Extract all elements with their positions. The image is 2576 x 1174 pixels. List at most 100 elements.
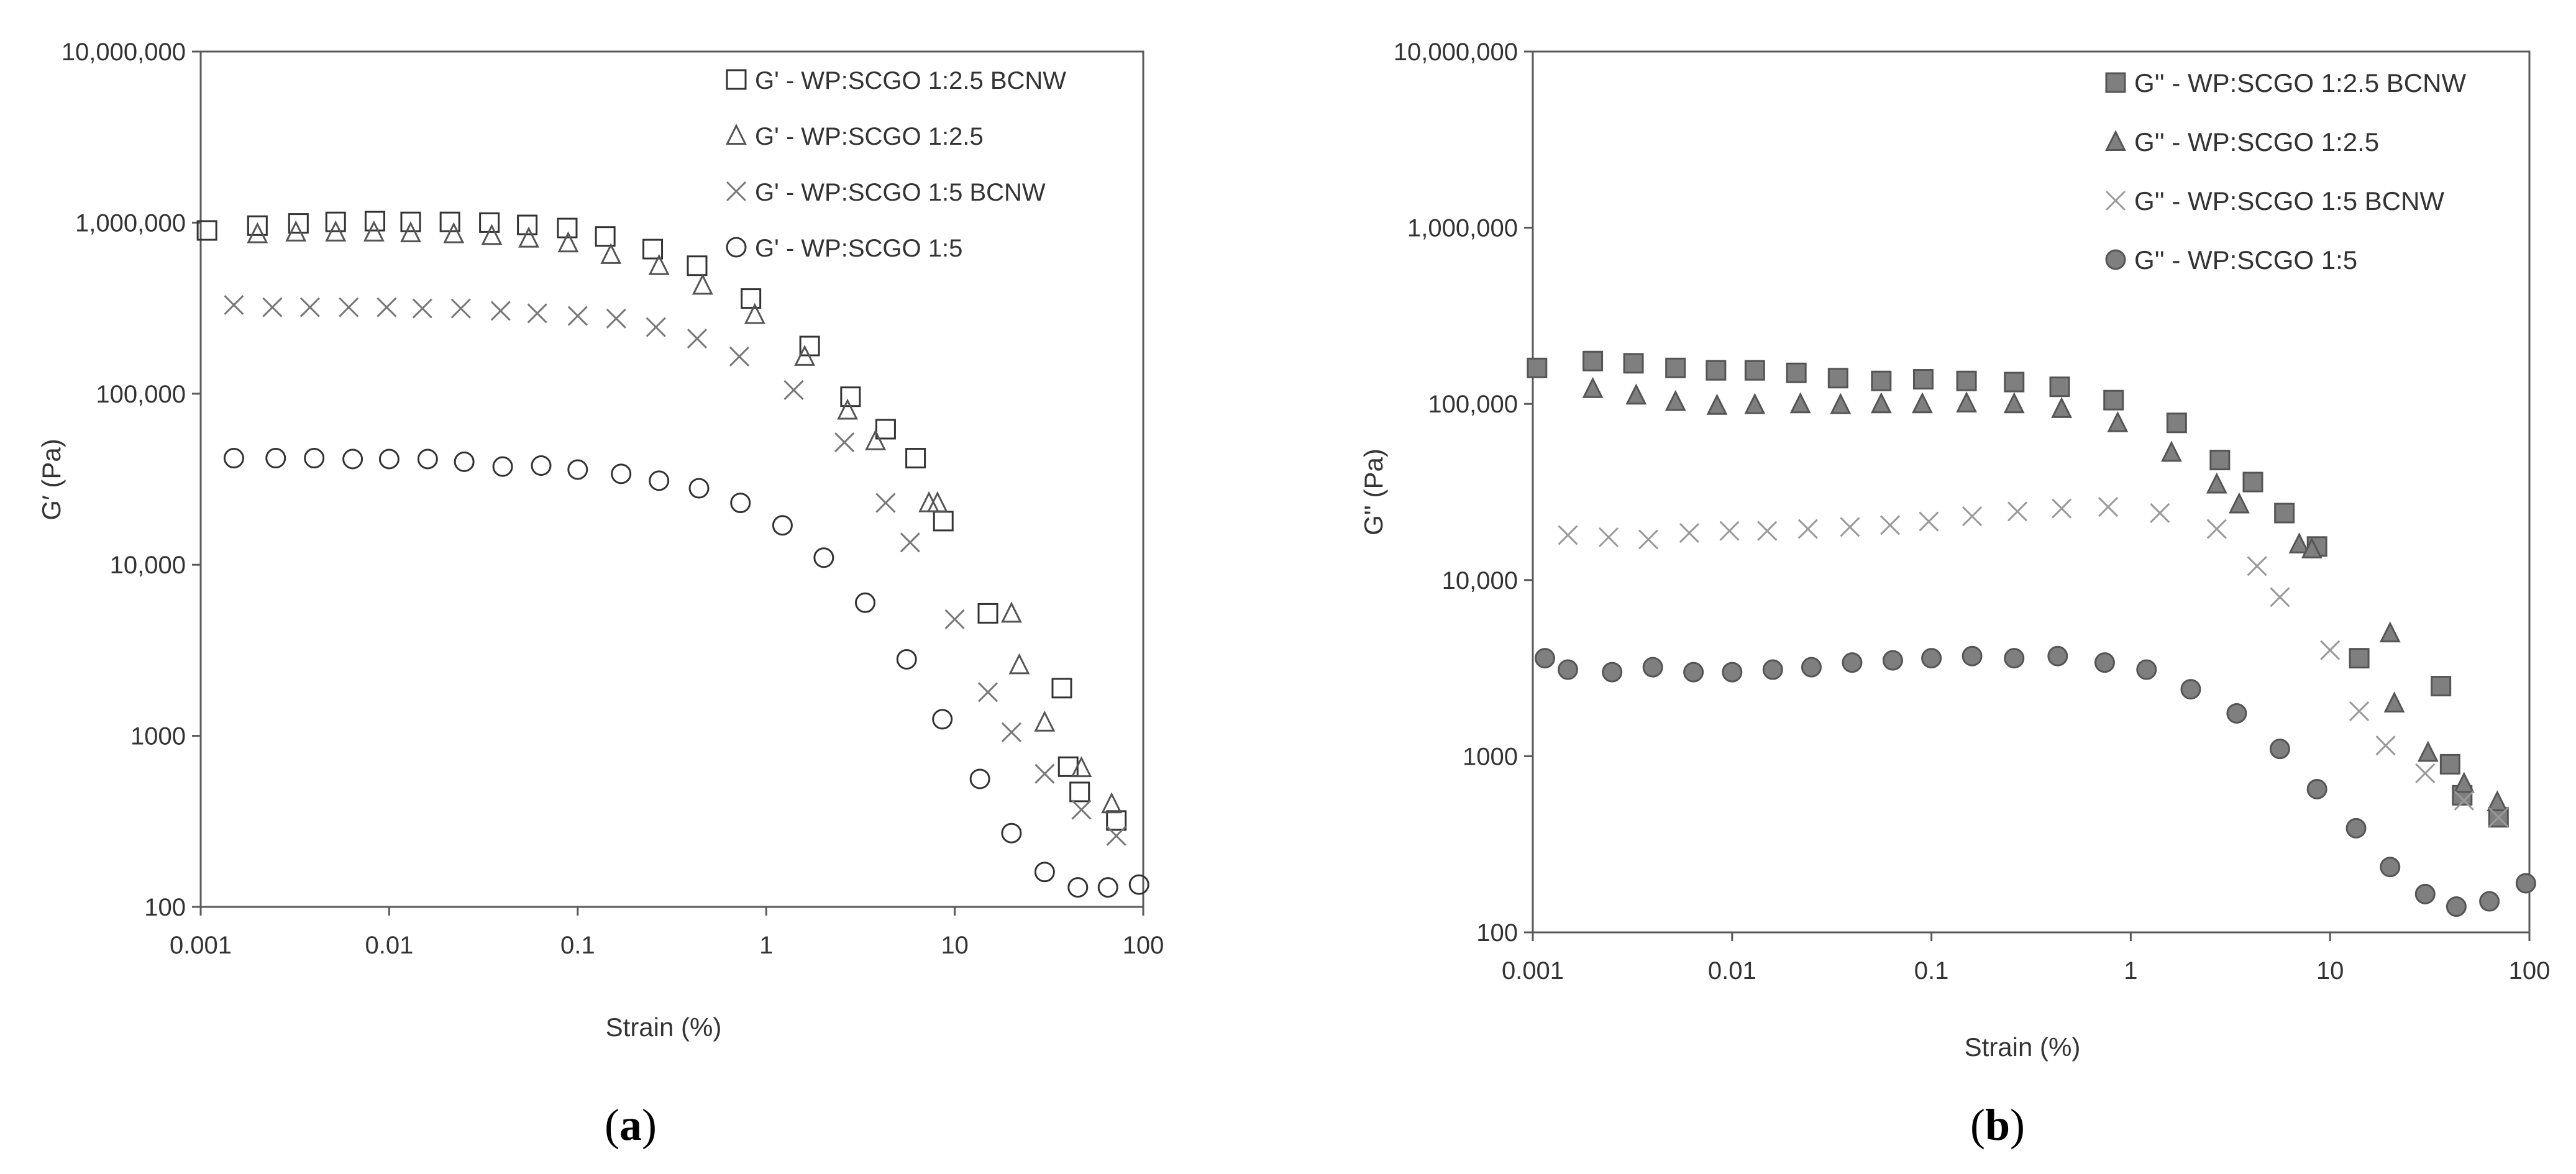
legend-marker-2 [726, 124, 747, 145]
data-point-series-1 [687, 255, 708, 276]
data-point-series-3 [412, 298, 432, 319]
data-point-series-4 [1557, 659, 1578, 680]
data-point-series-4 [531, 455, 552, 476]
data-point-series-3 [2247, 556, 2267, 576]
data-point-series-4 [688, 478, 710, 499]
data-markers [1527, 350, 2536, 917]
data-point-series-1 [642, 239, 664, 260]
data-point-series-4 [2004, 648, 2025, 669]
data-point-series-3 [224, 294, 244, 316]
data-point-series-1 [1051, 678, 1072, 699]
legend-entry-3: G' - WP:SCGO 1:5 BCNW [755, 179, 1046, 206]
data-point-series-4 [2269, 739, 2290, 760]
x-tick-label: 0.1 [1914, 957, 1949, 985]
data-point-series-1 [2209, 450, 2231, 471]
legend-entry-1: G'' - WP:SCGO 1:2.5 BCNW [2134, 68, 2466, 98]
data-point-series-2 [865, 429, 887, 450]
x-tick-label: 10 [2316, 957, 2344, 985]
data-point-series-3 [2270, 587, 2290, 607]
data-point-series-2 [2301, 537, 2323, 558]
data-point-series-2 [2229, 492, 2250, 514]
legend-entry-1: G' - WP:SCGO 1:2.5 BCNW [755, 67, 1066, 94]
data-point-series-3 [1919, 511, 1939, 532]
x-tick-label: 0.01 [1708, 957, 1756, 985]
y-tick-label: 10,000,000 [62, 39, 186, 66]
data-point-series-3 [783, 380, 804, 401]
data-point-series-4 [1962, 645, 1983, 667]
data-point-series-3 [1757, 521, 1778, 541]
x-axis-ticks: 0.001 0.01 0.1 1 10 100 [170, 907, 1164, 959]
data-point-series-1 [977, 603, 998, 624]
data-point-series-3 [299, 297, 320, 317]
data-point-series-1 [2103, 389, 2124, 411]
data-point-series-2 [1071, 756, 1092, 778]
data-point-series-3 [2052, 498, 2072, 519]
y-tick-label: 10,000 [110, 552, 186, 579]
panel-label-b: (b) [1970, 1100, 2025, 1150]
data-point-series-3 [377, 297, 397, 317]
data-point-series-3 [977, 682, 998, 703]
data-point-series-3 [1638, 529, 1659, 550]
legend-marker-3 [2105, 190, 2126, 211]
data-point-series-1 [1527, 357, 1548, 378]
data-point-series-2 [1870, 392, 1892, 414]
data-point-series-1 [1583, 350, 1604, 371]
data-point-series-2 [1625, 383, 1647, 405]
data-point-series-1 [2166, 412, 2187, 434]
data-point-series-2 [1582, 376, 1604, 398]
data-point-series-4 [2380, 857, 2401, 878]
legend-marker-3 [726, 181, 747, 202]
data-point-series-4 [854, 592, 875, 613]
data-point-series-2 [744, 303, 765, 324]
data-point-series-4 [2345, 817, 2367, 839]
data-point-series-3 [1558, 525, 1578, 545]
data-point-series-2 [1001, 601, 1022, 623]
data-point-series-1 [1827, 368, 1848, 389]
data-point-series-4 [1842, 652, 1863, 673]
y-tick-label: 10,000 [1442, 567, 1518, 594]
data-point-series-3 [2150, 503, 2170, 524]
data-point-series-2 [1911, 392, 1933, 414]
panel-label-a: (a) [605, 1100, 657, 1150]
data-point-series-3 [1879, 515, 1901, 535]
data-point-series-4 [2515, 873, 2536, 894]
data-point-series-4 [1097, 877, 1118, 898]
data-point-series-3 [606, 308, 626, 329]
data-point-series-2 [926, 491, 948, 512]
x-tick-label: 0.001 [1502, 957, 1564, 985]
y-tick-label: 1,000,000 [1407, 215, 1518, 242]
data-point-series-1 [1069, 781, 1090, 803]
x-tick-label: 0.1 [560, 932, 595, 959]
data-point-series-2 [285, 220, 307, 242]
data-point-series-2 [2487, 790, 2508, 812]
data-point-series-3 [2415, 763, 2436, 783]
data-point-series-4 [1067, 877, 1089, 898]
legend-entry-4: G' - WP:SCGO 1:5 [755, 235, 962, 262]
data-point-series-3 [834, 432, 855, 453]
legend-entry-2: G'' - WP:SCGO 1:2.5 [2134, 127, 2379, 157]
data-point-series-2 [1101, 792, 1123, 814]
data-point-series-3 [262, 297, 283, 317]
data-point-series-4 [1128, 874, 1149, 895]
data-point-series-2 [1008, 653, 1030, 675]
data-point-series-1 [2049, 376, 2070, 398]
data-point-series-2 [2379, 621, 2401, 643]
legend-marker-2 [2105, 130, 2126, 151]
data-point-series-1 [1956, 370, 1977, 391]
data-point-series-4 [649, 470, 670, 491]
y-tick-label: 100 [144, 894, 186, 921]
legend-entry-2: G' - WP:SCGO 1:2.5 [755, 123, 984, 150]
data-point-series-2 [1706, 393, 1728, 415]
data-point-series-4 [2094, 652, 2115, 673]
data-point-series-4 [2479, 891, 2500, 912]
data-point-series-1 [2349, 648, 2370, 669]
data-point-series-4 [417, 448, 438, 470]
data-point-series-3 [1035, 763, 1055, 784]
data-point-series-2 [443, 222, 465, 243]
data-point-series-1 [196, 220, 217, 241]
data-point-series-1 [517, 214, 538, 235]
x-tick-label: 10 [941, 932, 969, 959]
data-point-series-1 [1744, 360, 1765, 381]
data-point-series-2 [692, 273, 713, 295]
